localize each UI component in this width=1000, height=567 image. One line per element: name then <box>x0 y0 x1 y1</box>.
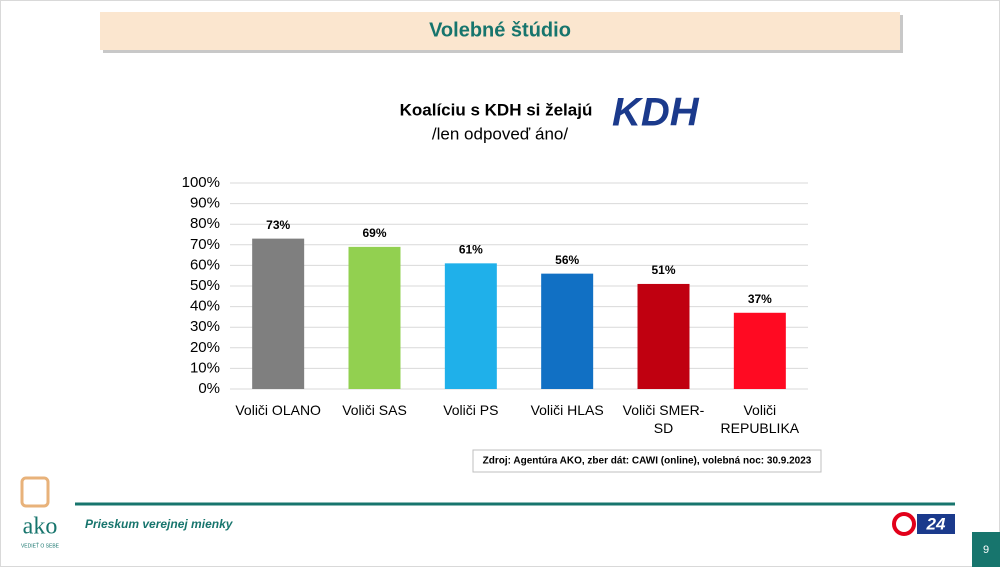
bar <box>252 238 305 389</box>
y-tick-label: 0% <box>198 380 220 397</box>
bar <box>444 263 497 389</box>
x-tick-label: Voliči HLAS <box>530 402 604 418</box>
footer-text: Prieskum verejnej mienky <box>85 517 234 531</box>
x-tick-label: Voliči OLANO <box>235 402 321 418</box>
y-tick-label: 40% <box>190 298 220 315</box>
brand-icon <box>20 476 50 508</box>
bar <box>541 273 594 389</box>
tv-box <box>917 514 955 534</box>
y-tick-label: 60% <box>190 256 220 273</box>
y-tick-label: 30% <box>190 318 220 335</box>
page-number: 9 <box>983 544 989 556</box>
kdh-logo: KDH <box>612 91 700 135</box>
x-tick-label: Voliči PS <box>443 402 499 418</box>
y-tick-label: 50% <box>190 277 220 294</box>
chart-title: Koalíciu s KDH si želajú <box>400 100 593 119</box>
chart-subtitle: /len odpoveď áno/ <box>432 124 568 143</box>
data-label: 69% <box>362 226 386 240</box>
brand-tagline: VEDIEŤ O SEBE <box>21 541 60 549</box>
page-number-box <box>972 532 1000 567</box>
header-title: Volebné štúdio <box>429 19 571 41</box>
data-label: 37% <box>748 292 772 306</box>
y-tick-label: 100% <box>182 174 220 191</box>
x-tick-label: Voliči SMER-SD <box>622 402 705 436</box>
y-tick-label: 70% <box>190 236 220 253</box>
data-label: 56% <box>555 253 579 267</box>
brand: ako <box>23 514 58 540</box>
y-tick-label: 10% <box>190 359 220 376</box>
data-label: 73% <box>266 218 290 232</box>
x-tick-label: Voliči SAS <box>342 402 407 418</box>
data-label: 51% <box>651 263 675 277</box>
bar <box>733 312 786 389</box>
source-box <box>472 449 822 473</box>
bar <box>348 246 401 389</box>
source: Zdroj: Agentúra AKO, zber dát: CAWI (onl… <box>483 456 812 467</box>
data-label: 61% <box>459 243 483 257</box>
header-box <box>100 12 900 50</box>
y-tick-label: 80% <box>190 215 220 232</box>
y-tick-label: 20% <box>190 339 220 356</box>
y-tick-label: 90% <box>190 195 220 212</box>
x-tick-label: Voliči REPUBLIKA <box>720 402 800 436</box>
tv-logo: 24 <box>926 514 946 533</box>
bar <box>637 283 690 389</box>
tv-icon <box>892 512 916 536</box>
